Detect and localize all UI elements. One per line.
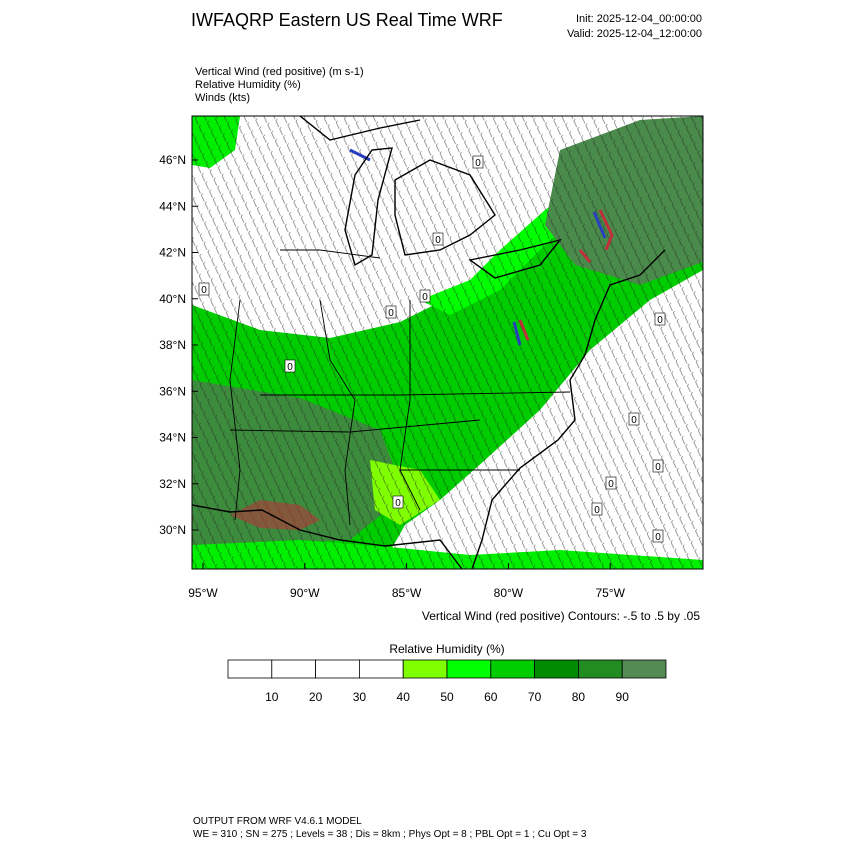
lat-label: 44°N <box>159 199 186 213</box>
updraft-area <box>230 500 320 530</box>
contour-label: 0 <box>475 158 481 169</box>
lat-label: 32°N <box>159 477 186 491</box>
lat-label: 42°N <box>159 246 186 260</box>
axes: 46°N 44°N 42°N 40°N 38°N 36°N 34°N 32°N 30°N 95°W… <box>159 153 625 600</box>
contour-label: 0 <box>655 462 661 473</box>
colorbar-label: 10 <box>265 690 279 704</box>
lat-label: 36°N <box>159 384 186 398</box>
lon-label: 80°W <box>494 586 524 600</box>
colorbar-box <box>578 659 623 679</box>
contour-label-box <box>198 282 210 296</box>
contour-label: 0 <box>287 362 293 373</box>
michigan <box>394 159 496 256</box>
field-label: Winds (kts) <box>195 92 250 104</box>
colorbar-box <box>271 659 316 679</box>
contour-label: 0 <box>201 285 207 296</box>
lon-label: 85°W <box>392 586 422 600</box>
colorbar-box <box>446 659 492 679</box>
lat-label: 40°N <box>159 292 186 306</box>
lon-label: 75°W <box>595 586 625 600</box>
contour-label: 0 <box>388 308 394 319</box>
updraft-contour <box>518 209 614 341</box>
contour-label-box <box>432 232 444 246</box>
contour-label-box <box>419 289 431 303</box>
colorbar-box <box>358 659 404 679</box>
contour-label: 0 <box>657 315 663 326</box>
colorbar-label: 40 <box>397 690 411 704</box>
contour-labels: 0 0 0 0 0 0 0 0 0 0 0 0 0 <box>198 155 666 543</box>
contour-label-box <box>652 529 664 543</box>
footer-line: WE = 310 ; SN = 275 ; Levels = 38 ; Dis … <box>193 829 587 840</box>
colorbar-box <box>402 659 448 679</box>
init-time: Init: 2025-12-04_00:00:00 <box>576 13 702 25</box>
lat-label: 38°N <box>159 338 186 352</box>
colorbar-label: 30 <box>353 690 367 704</box>
contour-label: 0 <box>422 292 428 303</box>
colorbar-label: 70 <box>528 690 542 704</box>
contour-label-box <box>591 502 603 516</box>
contour-label-box <box>652 459 664 473</box>
gulf-coast <box>192 504 463 569</box>
wind-barbs <box>192 116 703 569</box>
contour-label: 0 <box>655 532 661 543</box>
lake-erie <box>468 238 562 279</box>
lat-label: 34°N <box>159 431 186 445</box>
state-borders <box>229 249 571 526</box>
contour-label-box <box>385 305 397 319</box>
colorbar-label: 20 <box>309 690 323 704</box>
map-field <box>192 116 703 569</box>
colorbar-title: Relative Humidity (%) <box>389 642 504 656</box>
colorbar-box <box>315 659 360 679</box>
colorbar-box <box>621 659 667 679</box>
contour-note: Vertical Wind (red positive) Contours: -… <box>422 609 700 623</box>
colorbar-label: 80 <box>572 690 586 704</box>
colorbar-label: 60 <box>484 690 498 704</box>
lake-superior <box>299 116 421 141</box>
lon-label: 90°W <box>290 586 320 600</box>
east-coast <box>471 249 666 569</box>
footer-line: OUTPUT FROM WRF V4.6.1 MODEL <box>193 816 362 827</box>
lake-michigan <box>344 147 393 267</box>
contour-label-box <box>284 359 296 373</box>
contour-label: 0 <box>608 479 614 490</box>
lon-label: 95°W <box>188 586 218 600</box>
contour-label: 0 <box>435 235 441 246</box>
colorbar-box <box>227 659 273 679</box>
contour-label: 0 <box>594 505 600 516</box>
field-label: Relative Humidity (%) <box>195 79 301 91</box>
contour-label-box <box>472 155 484 169</box>
colorbar-box <box>534 659 579 679</box>
colorbar: 10 20 30 40 50 60 70 80 90 <box>227 659 667 704</box>
lat-label: 46°N <box>159 153 186 167</box>
lat-label: 30°N <box>159 523 186 537</box>
contour-label: 0 <box>631 415 637 426</box>
contour-label-box <box>628 412 640 426</box>
contour-label-box <box>654 312 666 326</box>
colorbar-label: 90 <box>616 690 630 704</box>
title: IWFAQRP Eastern US Real Time WRF <box>191 10 503 30</box>
colorbar-label: 50 <box>440 690 454 704</box>
colorbar-box <box>490 659 535 679</box>
contour-label: 0 <box>395 498 401 509</box>
map-frame <box>191 115 704 570</box>
contour-label-box <box>605 476 617 490</box>
field-label: Vertical Wind (red positive) (m s-1) <box>195 66 364 78</box>
boundaries <box>192 116 666 569</box>
valid-time: Valid: 2025-12-04_12:00:00 <box>567 28 702 40</box>
contour-label-box <box>392 495 404 509</box>
